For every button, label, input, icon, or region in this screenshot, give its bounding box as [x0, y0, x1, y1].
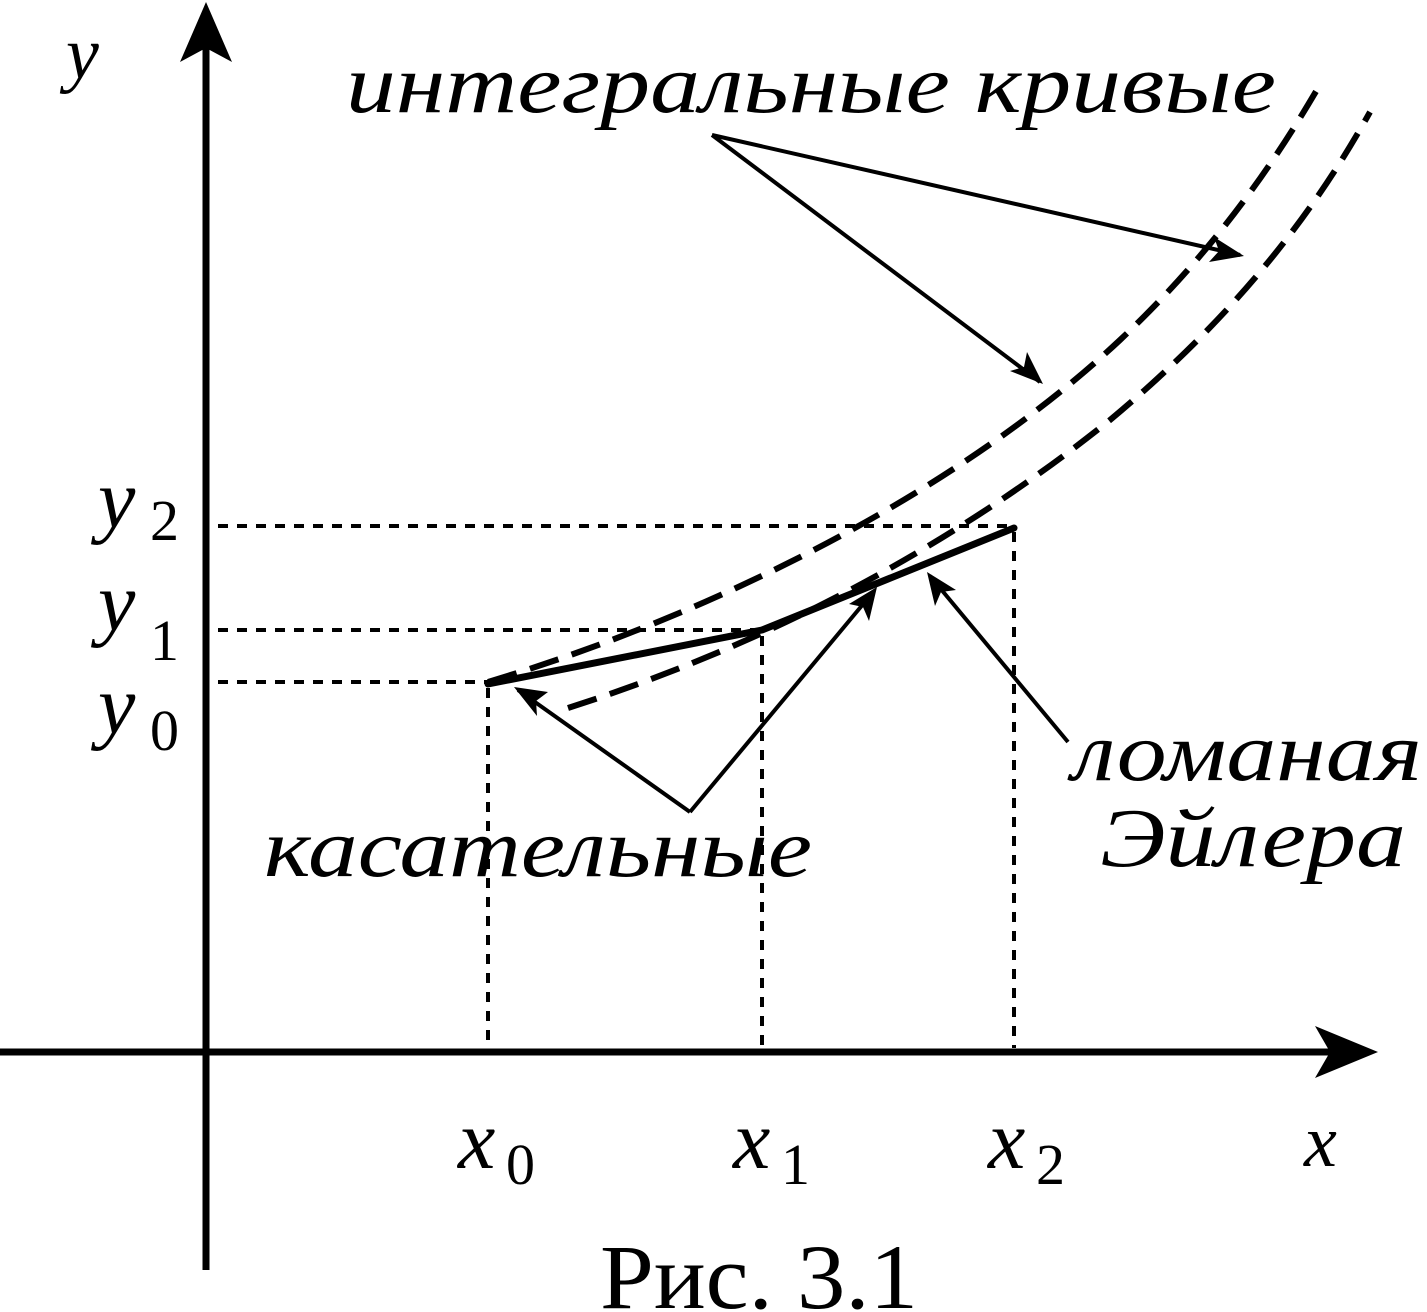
integral-curves-arrow-1 — [711, 133, 1241, 257]
figure-caption: Рис. 3.1 — [600, 1226, 918, 1312]
y0-sub: 0 — [150, 698, 179, 763]
euler-label-line1: ломаная — [1067, 706, 1422, 799]
tangents-label: касательные — [264, 802, 812, 895]
pointer-arrowheads — [514, 237, 1244, 716]
y-tick-y2: y 2 — [90, 453, 179, 553]
x-tick-x0: x 0 — [456, 1094, 535, 1197]
integral-curve-lower — [567, 110, 1373, 711]
x2-base: x — [986, 1094, 1025, 1187]
guide-lines — [218, 524, 1016, 1048]
y-tick-y1: y 1 — [90, 556, 179, 673]
y0-base: y — [90, 659, 136, 752]
integral-curves-label: интегральные кривые — [346, 38, 1276, 131]
x-axis-label: x — [1303, 1101, 1337, 1183]
y2-sub: 2 — [150, 488, 179, 553]
y-axis-label: y — [59, 13, 99, 95]
x2-sub: 2 — [1036, 1132, 1065, 1197]
x0-sub: 0 — [506, 1132, 535, 1197]
y-tick-y0: y 0 — [90, 659, 179, 763]
euler-arrow — [928, 574, 1070, 744]
integral-curves-arrow-2 — [710, 133, 1042, 384]
arrowhead-integral-2 — [1010, 352, 1043, 384]
x1-base: x — [731, 1094, 770, 1187]
y2-base: y — [90, 453, 136, 546]
tangents-arrow-2 — [688, 589, 876, 814]
euler-label-line2: Эйлера — [1100, 792, 1406, 885]
tangents-arrow-1 — [516, 688, 692, 814]
x1-sub: 1 — [781, 1132, 810, 1197]
integral-curves — [487, 86, 1373, 711]
axes — [0, 45, 1340, 1270]
pointer-arrows — [516, 133, 1241, 814]
euler-polyline — [484, 524, 1018, 688]
arrowhead-euler — [927, 572, 956, 606]
integral-curve-upper — [487, 86, 1321, 685]
x-tick-x1: x 1 — [731, 1094, 810, 1197]
x0-base: x — [456, 1094, 495, 1187]
y1-sub: 1 — [150, 608, 179, 673]
y1-base: y — [90, 556, 136, 649]
x-axis-arrowhead — [1315, 1026, 1378, 1078]
y-axis-arrowhead — [180, 2, 232, 62]
x-tick-x2: x 2 — [986, 1094, 1065, 1197]
arrowhead-integral-1 — [1209, 237, 1244, 262]
arrowhead-tangents-1 — [514, 687, 548, 716]
arrowhead-tangents-2 — [849, 587, 877, 621]
